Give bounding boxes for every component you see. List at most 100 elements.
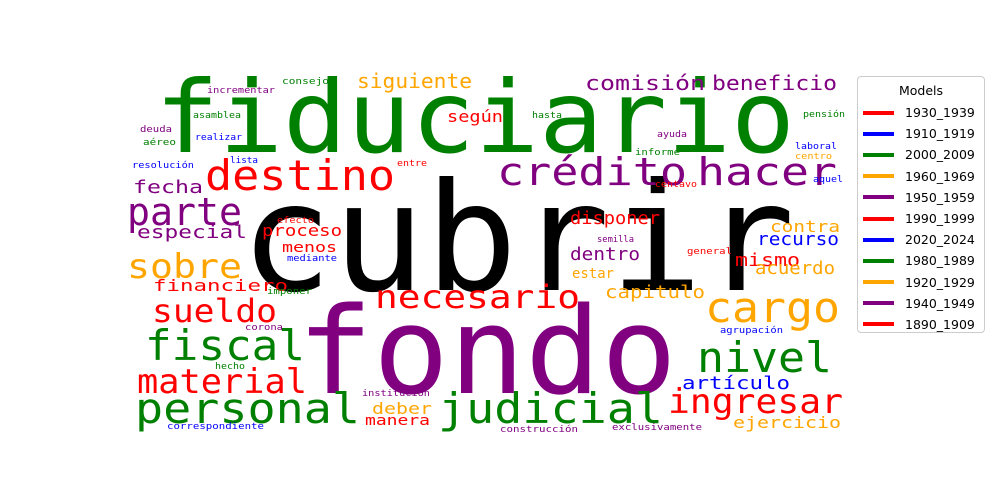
word-65: construcción: [500, 424, 578, 435]
word-57: semilla: [597, 235, 634, 245]
word-14: parte: [127, 190, 242, 234]
legend-label: 2020_2024: [905, 232, 975, 248]
legend-item: 1990_1999: [858, 208, 984, 229]
word-61: agrupación: [720, 325, 783, 336]
word-35: deber: [372, 399, 432, 418]
word-4: crédito: [497, 150, 687, 194]
word-63: institución: [362, 388, 430, 399]
word-34: artículo: [682, 373, 790, 394]
word-51: laboral: [795, 142, 837, 152]
legend-item: 1960_1969: [858, 166, 984, 187]
legend-label: 1920_1929: [905, 274, 975, 290]
word-5: hacer: [697, 150, 837, 194]
word-26: dentro: [570, 244, 640, 265]
legend-swatch: [863, 280, 894, 285]
word-3: destino: [205, 151, 395, 200]
word-38: consejo: [282, 77, 329, 87]
word-21: especial: [137, 222, 247, 243]
word-33: financiero: [153, 276, 288, 295]
word-7: personal: [135, 384, 360, 433]
word-60: corona: [245, 323, 283, 333]
word-37: ejercicio: [733, 413, 841, 432]
word-25: recurso: [757, 229, 839, 250]
legend-label: 1910_1919: [905, 126, 975, 142]
word-43: realizar: [195, 133, 243, 143]
word-12: material: [137, 362, 307, 402]
word-1: fondo: [297, 283, 677, 422]
legend-swatch: [863, 174, 894, 179]
word-28: acuerdo: [755, 258, 835, 279]
legend-swatch: [863, 301, 894, 306]
legend-label: 1940_1949: [905, 295, 975, 311]
word-48: pensión: [803, 109, 845, 120]
word-22: según: [447, 107, 503, 126]
word-59: imponer: [267, 287, 313, 297]
legend-title: Models: [898, 83, 944, 98]
legend-list: 1930_1939 1910_1919 2000_2009 1960_1969 1950…: [858, 102, 984, 335]
legend-item: 1940_1949: [858, 293, 984, 314]
word-15: sobre: [127, 247, 242, 287]
word-20: fecha: [133, 177, 203, 198]
word-56: mediante: [287, 254, 337, 264]
legend-swatch: [863, 322, 894, 327]
word-54: centavo: [655, 180, 697, 190]
word-64: correspondiente: [167, 422, 264, 432]
word-36: manera: [365, 413, 430, 429]
legend-item: 2020_2024: [858, 229, 984, 250]
word-27: mismo: [735, 250, 800, 271]
word-62: hecho: [215, 362, 245, 372]
word-18: comisión: [585, 71, 705, 95]
word-6: cargo: [705, 283, 840, 332]
word-8: judicial: [438, 384, 663, 433]
legend-swatch: [863, 131, 894, 136]
word-52: centro: [795, 152, 832, 162]
word-30: estar: [572, 266, 614, 282]
word-10: fiscal: [145, 321, 305, 370]
legend-item: 1920_1929: [858, 272, 984, 293]
legend-item: 2000_2009: [858, 144, 984, 165]
word-40: asamblea: [193, 111, 241, 121]
word-16: sueldo: [152, 292, 277, 330]
legend-swatch: [863, 195, 894, 200]
legend-item: 1980_1989: [858, 250, 984, 271]
legend-label: 1950_1959: [905, 189, 975, 205]
word-13: ingresar: [668, 382, 843, 422]
legend-swatch: [863, 237, 894, 242]
legend-label: 2000_2009: [905, 147, 975, 163]
legend-label: 1930_1939: [905, 105, 975, 121]
word-23: disponer: [570, 208, 660, 229]
legend-label: 1960_1969: [905, 168, 975, 184]
word-53: aquel: [813, 175, 843, 185]
legend-item: 1930_1939: [858, 102, 984, 123]
legend-swatch: [863, 152, 894, 157]
word-66: exclusivamente: [612, 423, 702, 433]
word-2: fiduciario: [155, 59, 795, 176]
legend-swatch: [863, 258, 894, 263]
legend-label: 1980_1989: [905, 253, 975, 269]
word-58: general: [687, 247, 732, 257]
word-17: siguiente: [357, 69, 472, 93]
word-46: entre: [397, 159, 427, 169]
legend-item: 1890_1909: [858, 314, 984, 335]
legend-label: 1890_1909: [905, 316, 975, 332]
legend-item: 1910_1919: [858, 123, 984, 144]
word-32: menos: [282, 240, 337, 256]
word-45: lista: [230, 156, 258, 166]
word-50: informe: [635, 148, 680, 158]
legend-item: 1950_1959: [858, 187, 984, 208]
word-29: capitulo: [605, 282, 705, 303]
word-31: proceso: [262, 221, 342, 240]
word-47: hasta: [532, 111, 562, 121]
word-49: ayuda: [657, 130, 687, 140]
word-24: contra: [770, 217, 840, 236]
legend-swatch: [863, 110, 894, 115]
word-44: resolución: [132, 160, 194, 171]
word-41: deuda: [140, 125, 172, 135]
word-55: efecto: [277, 216, 314, 226]
legend-swatch: [863, 216, 894, 221]
word-19: beneficio: [712, 71, 837, 95]
chart-legend: Models 1930_1939 1910_1919 2000_2009 1960_1…: [857, 76, 985, 333]
word-42: aéreo: [143, 137, 176, 148]
word-9: nivel: [697, 333, 832, 382]
